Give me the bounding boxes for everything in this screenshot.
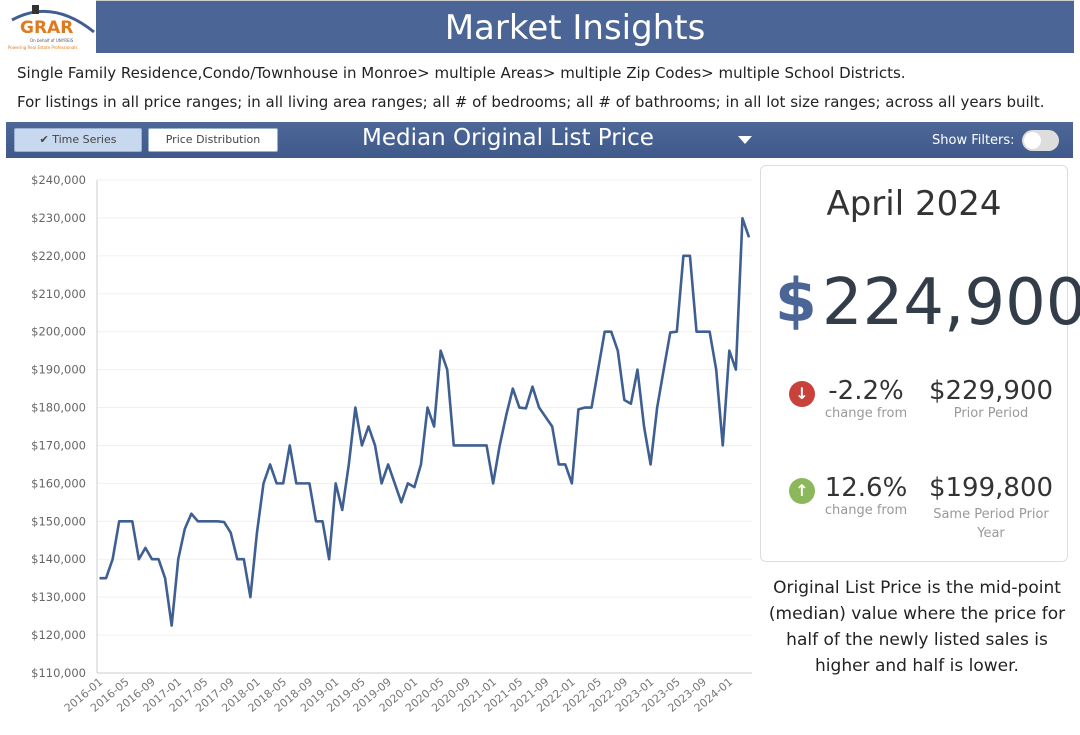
summary-card: April 2024 $ 224,900 ↓ -2.2% change from … bbox=[760, 165, 1080, 562]
prior-year-label: Same Period Prior Year bbox=[933, 507, 1049, 541]
dollar-icon: $ bbox=[775, 266, 817, 336]
logo-slogan: Powering Real Estate Professionals bbox=[8, 45, 78, 50]
prior-year-value: $199,800 bbox=[928, 473, 1054, 503]
y-tick-label: $180,000 bbox=[31, 401, 86, 415]
logo-tagline: On behalf of UNYREIS bbox=[30, 38, 74, 43]
change-year-pct: 12.6% bbox=[824, 473, 908, 503]
y-tick-label: $110,000 bbox=[31, 666, 86, 680]
y-tick-label: $190,000 bbox=[31, 363, 86, 377]
change-year-label: change from bbox=[824, 503, 908, 518]
toolbar: ✔ Time Series Price Distribution Median … bbox=[6, 122, 1073, 158]
arrow-down-icon: ↓ bbox=[789, 381, 815, 407]
y-tick-label: $130,000 bbox=[31, 590, 86, 604]
y-tick-label: $140,000 bbox=[31, 552, 86, 566]
prior-period-value: $229,900 bbox=[928, 376, 1054, 406]
grar-logo: GRAR On behalf of UNYREIS Powering Real … bbox=[2, 2, 96, 52]
y-tick-label: $170,000 bbox=[31, 438, 86, 452]
chevron-down-icon[interactable] bbox=[738, 136, 752, 144]
line-chart: $110,000 $120,000 $130,000 $140,000 $150,000… bbox=[31, 173, 752, 715]
y-tick-label: $210,000 bbox=[31, 287, 86, 301]
price-distribution-button[interactable]: Price Distribution bbox=[148, 128, 278, 152]
change-prior-label: change from bbox=[824, 406, 908, 421]
range-summary: For listings in all price ranges; in all… bbox=[17, 93, 1045, 111]
prior-period-label: Prior Period bbox=[953, 406, 1029, 421]
y-tick-label: $120,000 bbox=[31, 628, 86, 642]
metric-select[interactable]: Median Original List Price bbox=[362, 125, 654, 151]
filter-summary: Single Family Residence,Condo/Townhouse … bbox=[17, 64, 906, 82]
current-value-number: 224,900 bbox=[821, 266, 1080, 340]
metric-description: Original List Price is the mid-point (me… bbox=[768, 578, 1066, 676]
show-filters-label: Show Filters: bbox=[932, 133, 1015, 148]
page-title: Market Insights bbox=[444, 8, 706, 48]
logo-arc bbox=[11, 5, 95, 34]
period-label: April 2024 bbox=[826, 184, 1002, 224]
y-tick-label: $230,000 bbox=[31, 211, 86, 225]
check-icon: ✔ bbox=[39, 133, 53, 146]
y-tick-label: $200,000 bbox=[31, 325, 86, 339]
arrow-up-icon: ↑ bbox=[789, 478, 815, 504]
time-series-button[interactable]: ✔ Time Series bbox=[14, 128, 142, 152]
show-filters-toggle[interactable] bbox=[1022, 130, 1059, 151]
time-series-label: Time Series bbox=[52, 133, 117, 146]
y-tick-label: $240,000 bbox=[31, 173, 86, 187]
price-series-line bbox=[99, 217, 751, 627]
change-prior-pct: -2.2% bbox=[828, 376, 904, 406]
current-value: $ 224,900 bbox=[775, 266, 1080, 340]
logo-text: GRAR bbox=[20, 18, 74, 38]
y-tick-label: $150,000 bbox=[31, 514, 86, 528]
y-tick-label: $160,000 bbox=[31, 476, 86, 490]
y-tick-label: $220,000 bbox=[31, 249, 86, 263]
header-bar: Market Insights bbox=[96, 0, 1074, 53]
